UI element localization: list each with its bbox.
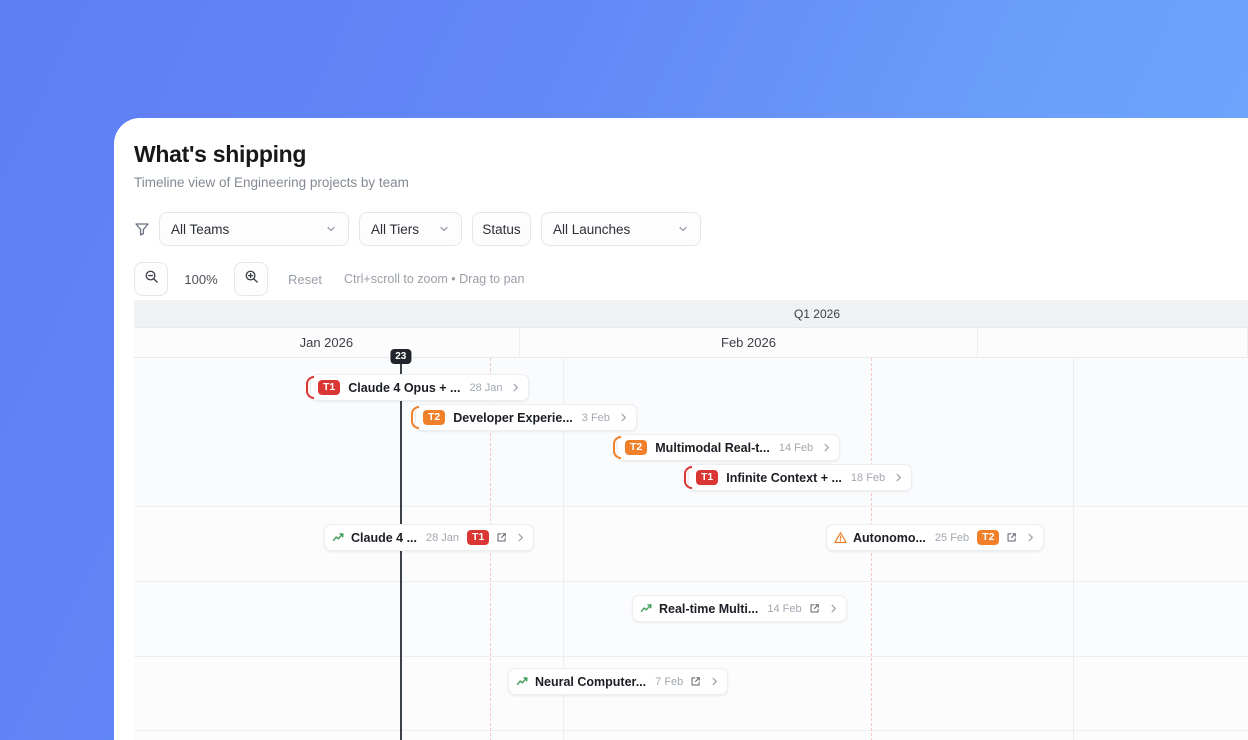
bar-date: 7 Feb — [655, 675, 684, 688]
filter-launches-select[interactable]: All Launches — [541, 212, 701, 247]
trend-up-icon — [332, 531, 345, 544]
bar-title: Infinite Context + ... — [726, 470, 842, 485]
timeline-bar[interactable]: T1 Claude 4 Opus + ... 28 Jan — [306, 374, 530, 401]
bar-title: Autonomo... — [853, 530, 926, 545]
zoom-out-button[interactable] — [134, 262, 168, 297]
timeline-bar[interactable]: Real-time Multi... 14 Feb — [632, 595, 847, 622]
tier-badge: T2 — [977, 529, 1000, 546]
chevron-right-icon[interactable] — [709, 676, 720, 687]
timeline-rows: 23 T1 Claude 4 Opus + ... 28 Jan T2 Develope… — [134, 349, 1248, 740]
zoom-in-button[interactable] — [234, 262, 268, 297]
page-title: What's shipping — [134, 141, 307, 167]
bar-title: Claude 4 Opus + ... — [348, 380, 461, 395]
bar-date: 3 Feb — [581, 411, 610, 424]
tier-badge: T2 — [423, 409, 446, 426]
month-cell-feb: Feb 2026 — [520, 328, 979, 357]
reset-zoom-button[interactable]: Reset — [288, 271, 322, 287]
bar-date: 28 Jan — [469, 381, 503, 394]
tier-badge: T1 — [318, 379, 341, 396]
timeline-quarter-header: Q1 2026 — [134, 300, 1248, 328]
filter-bar: All Teams All Tiers Status All Launches — [134, 212, 1248, 247]
page-subtitle: Timeline view of Engineering projects by… — [134, 175, 409, 191]
bar-title: Real-time Multi... — [659, 601, 759, 616]
filter-teams-select[interactable]: All Teams — [159, 212, 349, 247]
chevron-right-icon[interactable] — [515, 532, 526, 543]
filter-teams-value: All Teams — [171, 221, 230, 237]
zoom-level: 100% — [184, 271, 218, 287]
chevron-down-icon — [307, 223, 337, 235]
zoom-hint-text: Ctrl+scroll to zoom • Drag to pan — [343, 272, 525, 287]
bar-accent — [684, 466, 692, 489]
month-cell-jan: Jan 2026 — [134, 328, 520, 357]
external-link-icon[interactable] — [809, 603, 820, 614]
timeline-bar[interactable]: Autonomo... 25 Feb T2 — [826, 524, 1045, 551]
bar-title: Multimodal Real-t... — [655, 440, 770, 455]
filter-launches-value: All Launches — [553, 221, 631, 237]
page-header: What's shipping Timeline view of Enginee… — [114, 118, 1248, 297]
timeline-row — [134, 507, 1248, 582]
chevron-down-icon — [659, 223, 689, 235]
bar-date: 28 Jan — [426, 531, 460, 544]
chevron-right-icon[interactable] — [1025, 532, 1036, 543]
timeline-bar[interactable]: T2 Developer Experie... 3 Feb — [411, 404, 637, 431]
bar-date: 14 Feb — [778, 441, 814, 454]
chevron-right-icon[interactable] — [510, 382, 521, 393]
bar-accent — [613, 436, 621, 459]
bar-date: 14 Feb — [767, 602, 802, 615]
bar-title: Claude 4 ... — [351, 530, 417, 545]
timeline-bar[interactable]: T1 Infinite Context + ... 18 Feb — [684, 464, 913, 491]
warning-icon — [834, 531, 847, 544]
timeline-bar[interactable]: T2 Multimodal Real-t... 14 Feb — [613, 434, 841, 461]
bar-date: 25 Feb — [934, 531, 970, 544]
filter-status-value: Status — [482, 221, 521, 237]
zoom-in-icon — [244, 269, 259, 289]
bar-title: Developer Experie... — [453, 410, 573, 425]
bar-accent — [411, 406, 419, 429]
month-cell-mar — [978, 328, 1248, 357]
trend-up-icon — [516, 675, 529, 688]
zoom-toolbar: 100% Reset Ctrl+scroll to zoom • Drag to… — [134, 262, 1248, 297]
external-link-icon[interactable] — [690, 676, 701, 687]
filter-tiers-value: All Tiers — [371, 221, 420, 237]
filter-status-button[interactable]: Status — [472, 212, 531, 247]
quarter-label: Q1 2026 — [793, 306, 841, 321]
filter-tiers-select[interactable]: All Tiers — [359, 212, 462, 247]
timeline-bar[interactable]: Claude 4 ... 28 Jan T1 — [324, 524, 535, 551]
timeline-grid[interactable]: Q1 2026 Jan 2026 Feb 2026 23 T1 — [134, 300, 1248, 740]
bar-title: Neural Computer... — [535, 674, 647, 689]
tier-badge: T2 — [625, 439, 648, 456]
chevron-right-icon[interactable] — [893, 472, 904, 483]
timeline-bar[interactable]: Neural Computer... 7 Feb — [508, 668, 729, 695]
chevron-down-icon — [420, 223, 450, 235]
tier-badge: T1 — [467, 529, 490, 546]
timeline-card: What's shipping Timeline view of Enginee… — [114, 118, 1248, 740]
chevron-right-icon[interactable] — [828, 603, 839, 614]
bar-accent — [306, 376, 314, 399]
chevron-right-icon[interactable] — [618, 412, 629, 423]
timeline-row — [134, 731, 1248, 740]
timeline-month-header: Jan 2026 Feb 2026 — [134, 328, 1248, 358]
trend-up-icon — [640, 602, 653, 615]
bar-date: 18 Feb — [850, 471, 886, 484]
external-link-icon[interactable] — [496, 532, 507, 543]
zoom-out-icon — [144, 269, 159, 289]
tier-badge: T1 — [696, 469, 719, 486]
external-link-icon[interactable] — [1006, 532, 1017, 543]
chevron-right-icon[interactable] — [821, 442, 832, 453]
funnel-icon — [134, 221, 150, 237]
